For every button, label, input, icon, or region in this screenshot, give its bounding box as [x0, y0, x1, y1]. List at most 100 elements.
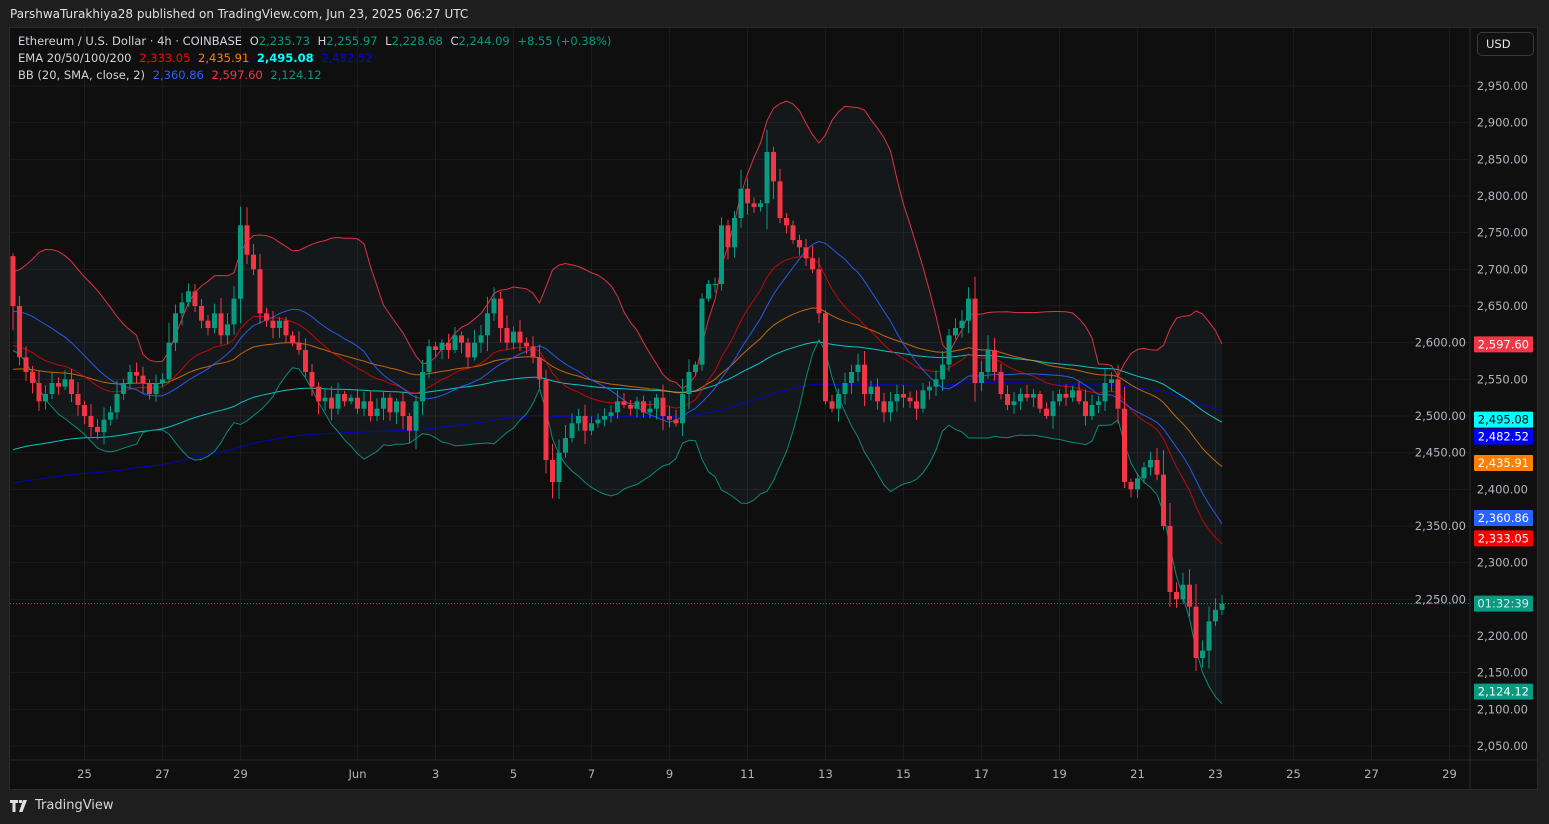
- candle[interactable]: [660, 384, 666, 431]
- candle[interactable]: [140, 366, 146, 394]
- candle[interactable]: [465, 338, 471, 368]
- candle[interactable]: [1057, 389, 1062, 407]
- candle[interactable]: [517, 320, 523, 352]
- candle[interactable]: [1063, 384, 1069, 406]
- candle[interactable]: [693, 361, 698, 377]
- candle[interactable]: [894, 384, 900, 412]
- candle[interactable]: [1115, 365, 1121, 424]
- candle[interactable]: [940, 351, 945, 391]
- candle[interactable]: [543, 369, 549, 474]
- candle[interactable]: [686, 359, 692, 410]
- candle[interactable]: [472, 329, 477, 361]
- candle[interactable]: [725, 219, 731, 260]
- candle[interactable]: [745, 178, 750, 215]
- candle[interactable]: [1109, 372, 1114, 392]
- candle[interactable]: [504, 315, 510, 350]
- candle[interactable]: [953, 318, 958, 340]
- candle[interactable]: [36, 370, 42, 411]
- candle[interactable]: [777, 168, 783, 224]
- candle[interactable]: [647, 401, 653, 419]
- currency-button[interactable]: USD: [1477, 32, 1534, 56]
- candle[interactable]: [667, 406, 672, 428]
- chart-panel[interactable]: [9, 27, 1538, 790]
- candle[interactable]: [1135, 473, 1140, 498]
- candle[interactable]: [881, 392, 887, 423]
- candle[interactable]: [283, 316, 289, 343]
- candle[interactable]: [959, 310, 965, 338]
- ema-legend[interactable]: EMA 20/50/100/200 2,333.05 2,435.91 2,49…: [18, 51, 377, 66]
- candle[interactable]: [218, 298, 224, 345]
- candle[interactable]: [179, 292, 185, 326]
- candle[interactable]: [1174, 582, 1179, 608]
- candle[interactable]: [368, 390, 373, 422]
- candle[interactable]: [576, 408, 581, 431]
- candle[interactable]: [257, 253, 263, 324]
- candle[interactable]: [303, 338, 308, 377]
- candle[interactable]: [790, 220, 796, 244]
- candle[interactable]: [712, 277, 718, 293]
- candle[interactable]: [628, 399, 633, 416]
- candle[interactable]: [1076, 381, 1082, 405]
- tradingview-logo[interactable]: TradingView: [10, 798, 114, 813]
- candle[interactable]: [1005, 385, 1010, 411]
- candle[interactable]: [829, 394, 835, 413]
- candle[interactable]: [563, 424, 568, 458]
- candle[interactable]: [621, 393, 627, 409]
- candle[interactable]: [1213, 598, 1218, 627]
- candle[interactable]: [1193, 584, 1199, 672]
- candle[interactable]: [641, 395, 646, 418]
- time-axis[interactable]: 25 27 29 Jun 3 5 7 9 11 13 15 17 19 21 23 25 27 29: [77, 767, 1457, 781]
- candle[interactable]: [387, 393, 393, 421]
- candle[interactable]: [680, 378, 685, 436]
- candle[interactable]: [95, 419, 100, 440]
- candle[interactable]: [355, 388, 360, 414]
- candle[interactable]: [595, 413, 601, 428]
- candle[interactable]: [147, 379, 152, 400]
- candle[interactable]: [1024, 384, 1030, 402]
- candle[interactable]: [199, 299, 204, 329]
- candle[interactable]: [823, 310, 828, 405]
- candle[interactable]: [56, 377, 61, 395]
- candle[interactable]: [855, 353, 861, 382]
- candle[interactable]: [426, 339, 432, 379]
- candle[interactable]: [23, 346, 29, 381]
- candle[interactable]: [901, 385, 906, 408]
- candle[interactable]: [1037, 391, 1043, 414]
- candle[interactable]: [439, 339, 445, 360]
- candle[interactable]: [810, 245, 815, 273]
- candle[interactable]: [17, 296, 22, 366]
- candle[interactable]: [673, 409, 679, 427]
- candle[interactable]: [478, 324, 484, 353]
- candles[interactable]: [10, 129, 1225, 672]
- candle[interactable]: [114, 380, 120, 420]
- candle[interactable]: [134, 362, 139, 383]
- candle[interactable]: [738, 169, 744, 228]
- candle[interactable]: [309, 364, 315, 397]
- candle[interactable]: [842, 372, 848, 405]
- candle[interactable]: [400, 391, 406, 430]
- candle[interactable]: [914, 390, 919, 420]
- candle[interactable]: [972, 276, 978, 402]
- candle[interactable]: [296, 331, 302, 355]
- candle[interactable]: [1206, 606, 1212, 669]
- candle[interactable]: [43, 385, 48, 410]
- candle[interactable]: [1018, 388, 1023, 411]
- candle[interactable]: [108, 406, 113, 426]
- candle[interactable]: [166, 322, 172, 384]
- candle[interactable]: [335, 382, 341, 415]
- candle[interactable]: [784, 213, 789, 234]
- candle[interactable]: [888, 391, 893, 422]
- candle[interactable]: [127, 364, 133, 389]
- candle[interactable]: [1167, 503, 1173, 607]
- candle[interactable]: [10, 253, 16, 331]
- candle[interactable]: [381, 391, 386, 421]
- candle[interactable]: [121, 378, 126, 400]
- candle[interactable]: [1148, 451, 1153, 476]
- candle[interactable]: [1200, 640, 1205, 668]
- candle[interactable]: [62, 370, 68, 391]
- candle[interactable]: [88, 404, 94, 437]
- candle[interactable]: [374, 398, 380, 421]
- candle[interactable]: [205, 314, 211, 336]
- candle[interactable]: [985, 335, 991, 379]
